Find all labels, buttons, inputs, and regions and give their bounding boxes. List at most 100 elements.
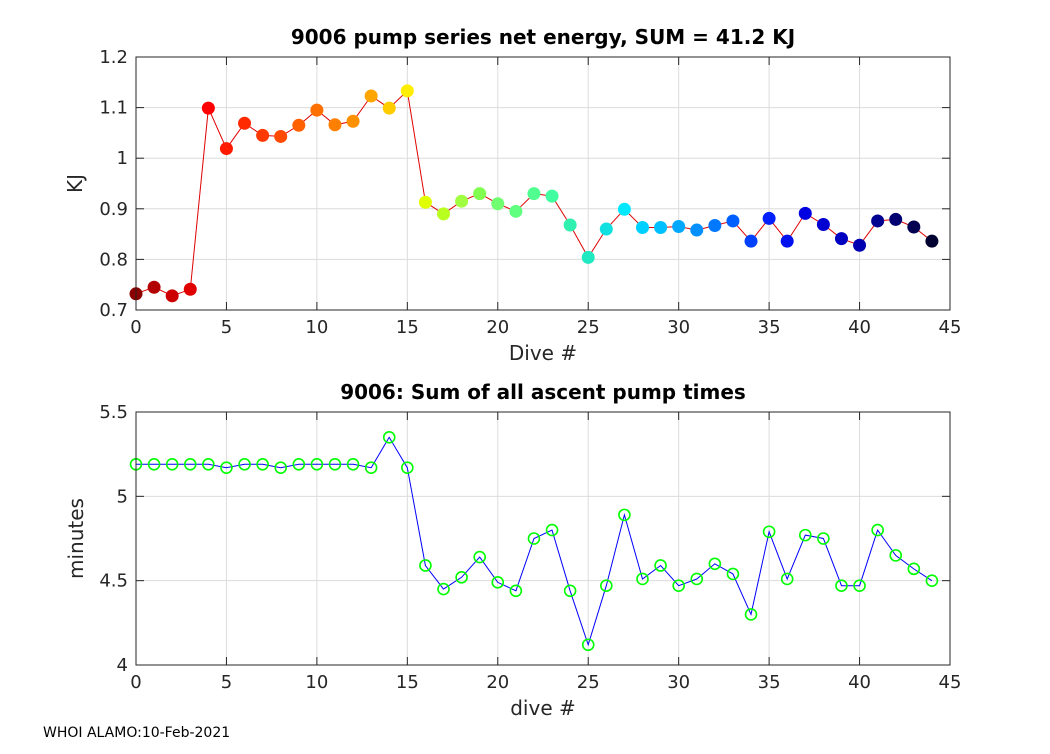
data-point: [238, 457, 251, 471]
y-tick-label: 4.5: [99, 571, 128, 592]
y-tick-label: 1.2: [99, 47, 128, 68]
data-point: [256, 128, 270, 142]
x-tick-label: 25: [577, 672, 600, 693]
data-point: [617, 202, 631, 216]
data-point: [491, 197, 505, 211]
data-point: [473, 187, 487, 201]
data-point: [654, 559, 667, 572]
data-point: [328, 118, 342, 132]
data-point: [473, 550, 486, 564]
data-point: [853, 238, 867, 252]
data-point: [183, 282, 197, 296]
data-point: [509, 204, 523, 218]
y-tick-label: 5.5: [99, 402, 128, 423]
data-point: [527, 187, 541, 201]
data-point: [889, 212, 903, 226]
y-tick-label: 5: [117, 486, 128, 507]
data-point: [147, 457, 161, 471]
data-point: [762, 211, 776, 225]
x-tick-label: 20: [486, 672, 509, 693]
x-tick-label: 35: [758, 672, 781, 693]
x-tick-label: 10: [305, 317, 328, 338]
x-tick-label: 15: [396, 317, 419, 338]
data-point: [600, 579, 613, 593]
data-point: [274, 129, 288, 143]
data-point: [817, 532, 830, 545]
data-point: [780, 572, 794, 586]
data-point: [834, 232, 848, 246]
data-point: [853, 579, 866, 593]
data-point: [780, 234, 794, 248]
data-point: [202, 457, 215, 471]
data-point: [889, 549, 903, 562]
axes-box: [135, 411, 951, 666]
data-point: [219, 142, 233, 156]
data-point: [599, 222, 613, 236]
data-point: [581, 638, 595, 652]
data-point: [419, 559, 432, 572]
x-tick-label: 40: [848, 317, 871, 338]
data-point: [147, 280, 161, 294]
x-tick-label: 30: [667, 672, 690, 693]
x-tick-label: 15: [396, 672, 419, 693]
x-tick-label: 35: [758, 317, 781, 338]
data-point: [220, 461, 233, 474]
data-point: [437, 207, 451, 221]
data-point: [563, 584, 577, 598]
chart-title: 9006: Sum of all ascent pump times: [340, 380, 746, 404]
x-tick-label: 30: [667, 317, 690, 338]
y-axis-label: KJ: [63, 174, 87, 193]
data-point: [364, 89, 378, 103]
data-point: [418, 195, 432, 209]
data-point: [563, 218, 577, 232]
data-point: [455, 570, 468, 584]
data-point: [274, 461, 288, 474]
data-point: [726, 567, 740, 581]
data-point: [690, 572, 704, 586]
data-point: [256, 457, 269, 471]
data-point: [925, 574, 939, 587]
plot-area: [136, 57, 950, 310]
x-axis-label: Dive #: [509, 341, 577, 365]
data-point: [201, 101, 215, 115]
x-tick-label: 0: [130, 672, 141, 693]
data-point: [328, 457, 342, 471]
data-point: [165, 289, 179, 303]
x-tick-label: 45: [939, 672, 962, 693]
data-point: [672, 220, 686, 234]
data-point: [907, 562, 921, 576]
chart-title: 9006 pump series net energy, SUM = 41.2 …: [291, 25, 795, 49]
data-point: [401, 461, 414, 474]
data-point: [708, 218, 722, 232]
data-point: [618, 508, 631, 522]
data-point: [183, 457, 197, 471]
x-tick-label: 45: [939, 317, 962, 338]
data-point: [726, 214, 740, 228]
data-point: [382, 430, 396, 444]
data-point: [310, 103, 324, 117]
data-point: [690, 223, 704, 237]
data-point: [907, 220, 921, 234]
data-point: [835, 579, 848, 593]
x-tick-label: 0: [130, 317, 141, 338]
data-point: [798, 206, 812, 220]
data-point: [346, 457, 360, 471]
data-point: [871, 214, 885, 228]
data-point: [545, 189, 559, 203]
data-point: [672, 579, 685, 593]
data-point: [292, 118, 306, 132]
data-point: [744, 234, 758, 248]
footer-label: WHOI ALAMO:10-Feb-2021: [43, 725, 231, 741]
data-point: [310, 457, 324, 471]
data-point: [455, 194, 469, 208]
x-tick-label: 20: [486, 317, 509, 338]
data-point: [509, 584, 523, 598]
data-point: [382, 101, 396, 115]
data-point: [292, 457, 306, 471]
data-point: [798, 528, 812, 542]
x-tick-label: 25: [577, 317, 600, 338]
x-tick-label: 5: [221, 672, 232, 693]
data-point: [491, 576, 505, 589]
